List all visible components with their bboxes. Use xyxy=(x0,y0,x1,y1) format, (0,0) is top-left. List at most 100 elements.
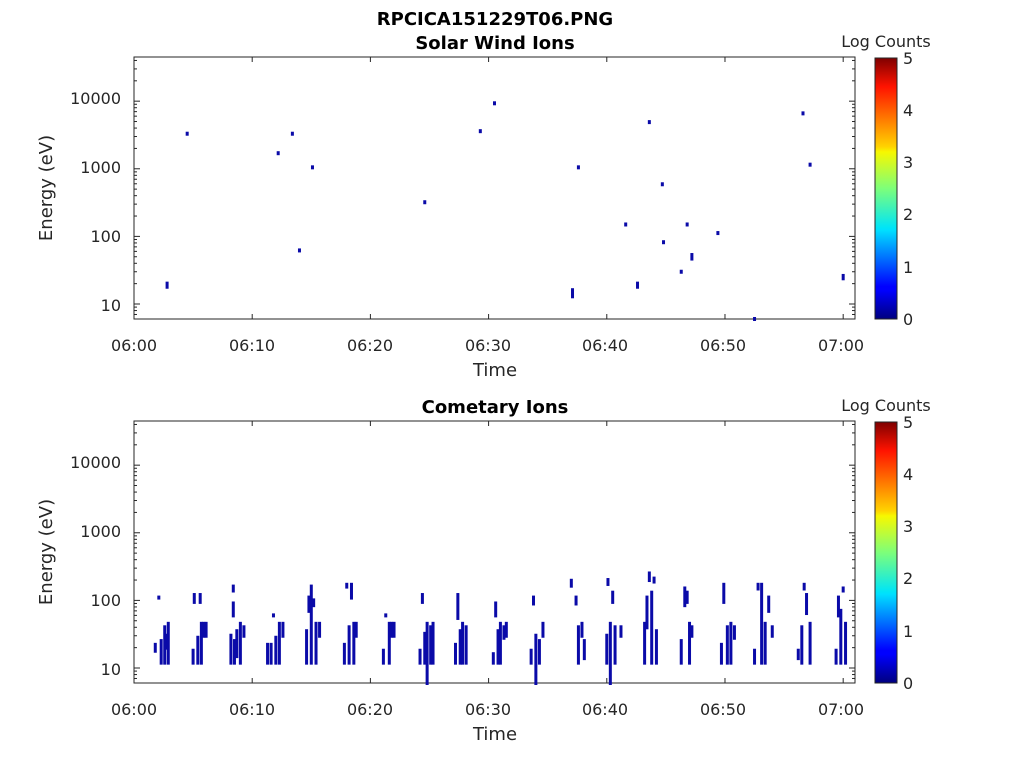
data-point xyxy=(349,582,353,600)
data-point xyxy=(756,582,760,591)
data-point xyxy=(683,586,687,608)
colorbar-tick: 0 xyxy=(903,310,913,329)
data-point xyxy=(732,625,736,640)
data-point xyxy=(354,621,358,638)
data-point xyxy=(276,151,280,156)
data-point xyxy=(801,111,805,116)
data-point xyxy=(654,629,658,665)
data-point xyxy=(235,629,239,659)
data-point xyxy=(312,598,316,608)
data-point xyxy=(456,593,460,620)
data-point xyxy=(767,595,771,613)
data-point xyxy=(231,601,235,618)
data-point xyxy=(232,639,236,665)
data-point xyxy=(491,652,495,665)
data-point xyxy=(534,633,538,685)
data-point xyxy=(608,621,612,685)
data-point xyxy=(342,642,346,665)
data-point xyxy=(345,582,349,589)
y-tick-label: 1000 xyxy=(80,522,121,541)
data-point xyxy=(318,621,322,638)
data-point xyxy=(458,629,462,665)
data-point xyxy=(431,621,435,665)
data-point xyxy=(231,584,235,593)
data-point xyxy=(387,621,391,665)
data-point xyxy=(647,571,651,583)
data-point xyxy=(309,584,313,665)
data-point xyxy=(763,621,767,665)
data-points xyxy=(153,571,848,685)
data-point xyxy=(836,595,840,618)
colorbar-tick: 3 xyxy=(903,517,913,536)
plot-frame xyxy=(133,56,856,320)
data-point xyxy=(314,621,318,665)
data-point xyxy=(305,629,309,665)
data-point xyxy=(202,621,206,638)
data-point xyxy=(679,639,683,665)
data-point xyxy=(647,120,651,125)
x-tick-label: 06:00 xyxy=(111,336,157,355)
y-tick-label: 10 xyxy=(101,296,121,315)
colorbar-tick: 5 xyxy=(903,49,913,68)
data-point xyxy=(198,593,202,604)
data-point xyxy=(390,621,394,638)
data-point xyxy=(242,625,246,638)
data-point xyxy=(478,129,482,134)
colorbar-tick: 4 xyxy=(903,101,913,120)
data-point xyxy=(619,625,623,638)
data-point xyxy=(277,621,281,665)
panel-cometary: Cometary Ions 06:00 06:10 06:20 06:30 06… xyxy=(36,397,864,745)
data-point xyxy=(423,631,427,665)
data-point xyxy=(679,269,683,274)
data-point xyxy=(498,621,502,665)
data-point xyxy=(532,595,536,606)
data-point xyxy=(805,593,809,616)
data-point xyxy=(196,635,200,665)
x-tick-label: 06:20 xyxy=(347,700,393,719)
data-point xyxy=(502,625,506,640)
panel-title: Solar Wind Ions xyxy=(415,33,574,54)
x-axis-label: Time xyxy=(472,360,517,381)
data-point xyxy=(159,639,163,665)
y-tick-label: 1000 xyxy=(80,158,121,177)
y-axis-label: Energy (eV) xyxy=(36,499,57,605)
data-point xyxy=(796,648,800,661)
data-point xyxy=(636,281,640,289)
data-point xyxy=(574,595,578,606)
data-point xyxy=(650,590,654,665)
data-point xyxy=(841,586,845,593)
y-tick-label: 10 xyxy=(101,660,121,679)
figure-title: RPCICA151229T06.PNG xyxy=(377,9,613,30)
data-point xyxy=(185,131,189,136)
x-tick-label: 06:10 xyxy=(229,336,275,355)
y-axis-label: Energy (eV) xyxy=(36,135,57,241)
colorbar-title: Log Counts xyxy=(841,396,931,415)
data-point xyxy=(453,642,457,665)
data-point xyxy=(347,625,351,665)
x-tick-label: 06:40 xyxy=(582,336,628,355)
data-point xyxy=(834,648,838,665)
data-point xyxy=(582,639,586,661)
data-point xyxy=(423,200,427,205)
data-point xyxy=(753,648,757,665)
data-point xyxy=(580,621,584,638)
x-tick-label: 06:50 xyxy=(700,336,746,355)
data-point xyxy=(844,621,848,665)
data-point xyxy=(269,642,273,665)
data-point xyxy=(238,621,242,665)
colorbar-tick: 5 xyxy=(903,413,913,432)
data-point xyxy=(576,625,580,665)
data-point xyxy=(624,222,628,227)
data-point xyxy=(494,601,498,618)
data-point xyxy=(606,578,610,586)
data-point xyxy=(307,595,311,613)
y-tick-label: 100 xyxy=(90,591,121,610)
data-point xyxy=(199,621,203,665)
data-point xyxy=(157,595,161,600)
data-point xyxy=(464,625,468,665)
data-point xyxy=(384,613,388,618)
data-point xyxy=(841,273,845,281)
axis-ticks xyxy=(133,57,855,319)
data-point xyxy=(576,165,580,170)
